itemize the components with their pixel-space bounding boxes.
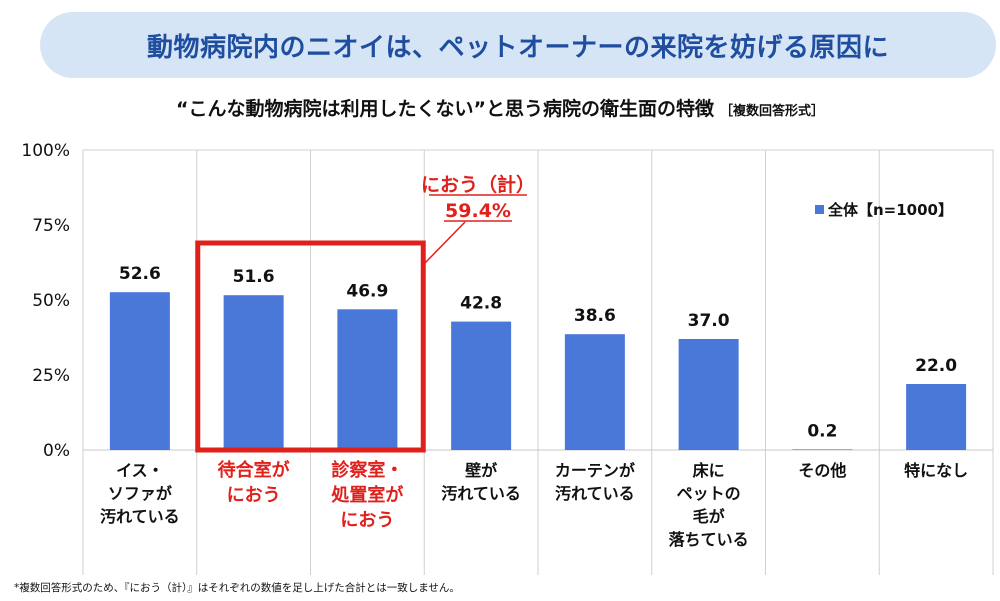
data-label: 52.6	[119, 264, 161, 284]
category-label: 汚れている	[555, 484, 635, 503]
data-label: 42.8	[460, 294, 502, 314]
category-label: 特になし	[904, 461, 968, 480]
category-label: 診察室・	[331, 459, 403, 481]
category-label: におう	[227, 485, 281, 506]
footnote: *複数回答形式のため、『におう（計）』はそれぞれの数値を足し上げた合計とは一致し…	[14, 582, 460, 594]
category-label: 汚れている	[100, 507, 180, 526]
title-banner: 動物病院内のニオイは、ペットオーナーの来院を妨げる原因に	[40, 12, 996, 78]
data-label: 38.6	[574, 306, 616, 326]
data-label: 37.0	[688, 311, 730, 331]
banner-title: 動物病院内のニオイは、ペットオーナーの来院を妨げる原因に	[146, 32, 889, 63]
category-label: その他	[798, 461, 846, 480]
bar	[223, 295, 284, 450]
legend-label: 全体【n=1000】	[827, 201, 953, 219]
y-tick-label: 100%	[21, 141, 70, 161]
category-label: ソファが	[108, 484, 172, 503]
subtitle-text: “こんな動物病院は利用したくない”と思う病院の衛生面の特徴	[176, 98, 714, 120]
callout-label: におう（計）	[421, 173, 535, 196]
category-label: 汚れている	[441, 484, 521, 503]
bar	[564, 334, 625, 450]
category-label: カーテンが	[555, 461, 635, 480]
category-label: 待合室が	[218, 459, 290, 481]
y-tick-label: 25%	[32, 366, 70, 386]
category-label: 壁が	[465, 461, 497, 480]
data-label: 0.2	[807, 421, 837, 441]
y-tick-label: 0%	[43, 441, 70, 461]
category-label: 落ちている	[669, 530, 749, 549]
bar	[792, 449, 853, 450]
data-label: 51.6	[233, 267, 275, 287]
y-tick-label: 50%	[32, 291, 70, 311]
category-label: 床に	[693, 461, 725, 480]
chart-subtitle: “こんな動物病院は利用したくない”と思う病院の衛生面の特徴 ［複数回答形式］	[0, 94, 1000, 121]
bar	[906, 384, 967, 450]
legend-swatch	[815, 205, 824, 214]
category-label: 処置室が	[331, 484, 403, 506]
highlight-box	[195, 240, 426, 453]
callout-value: 59.4%	[445, 200, 511, 222]
subtitle-tag: ［複数回答形式］	[719, 104, 824, 119]
bar	[109, 292, 170, 450]
category-label: ペットの	[677, 484, 741, 503]
category-label: におう	[340, 510, 394, 531]
category-label: 毛が	[693, 507, 725, 526]
callout-leader-line	[424, 221, 466, 264]
data-label: 46.9	[346, 281, 388, 301]
bar	[337, 309, 398, 450]
data-label: 22.0	[915, 356, 957, 376]
bar	[678, 339, 739, 450]
bar	[451, 321, 512, 450]
category-label: イス・	[116, 461, 164, 480]
y-tick-label: 75%	[32, 216, 70, 236]
